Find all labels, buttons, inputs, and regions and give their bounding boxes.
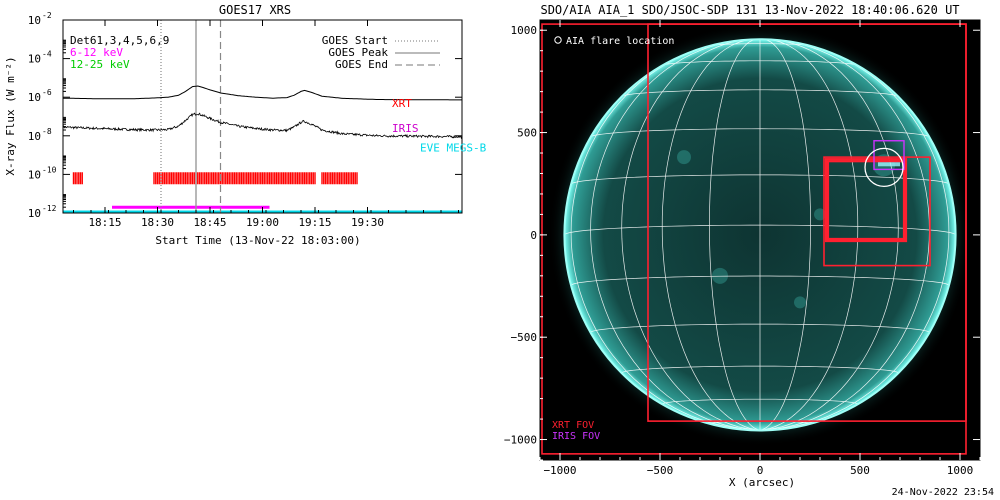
instrument-label: XRT [392,97,412,110]
y-tick-label: 10 [28,14,41,27]
goes-xrs-chart: GOES17 XRS Start Time (13-Nov-22 18:03:0… [4,3,487,247]
aia-solar-image: SDO/AIA AIA_1 SDO/JSOC-SDP 131 13-Nov-20… [504,3,981,489]
y-tick-exponent: -6 [42,88,52,97]
heliographic-grid [564,38,956,431]
longitude-line [759,39,899,431]
x-tick-label: 19:30 [351,216,384,229]
x-axis-label: X (arcsec) [729,476,795,489]
iris-fov-box [873,140,905,171]
plot-area: 18:15 18:30 18:45 19:00 19:15 19:3010-1210-10… [28,11,487,229]
goes-legend-label: GOES Peak [328,46,388,59]
x-tick-label: 0 [757,464,764,477]
fov-legend-entry: IRIS FOV [552,431,600,442]
y-tick-label: 0 [530,229,537,242]
flare-legend-symbol [554,36,562,44]
image-title: SDO/AIA AIA_1 SDO/JSOC-SDP 131 13-Nov-20… [540,3,959,17]
y-tick-exponent: -8 [42,127,52,136]
solar-limb [563,38,957,432]
x-tick-label: 19:00 [246,216,279,229]
generated-timestamp: 24-Nov-2022 23:54 [891,487,994,498]
active-region-glow [814,208,826,221]
y-tick-label: 10 [28,130,41,143]
y-axis-label: X-ray Flux (W m⁻²) [4,56,17,175]
x-tick-label: 18:15 [88,216,121,229]
x-tick-label: 500 [850,464,870,477]
y-tick-exponent: -10 [42,165,57,174]
x-tick-label: 18:45 [193,216,226,229]
xrt-fov-box [647,23,967,422]
y-tick-label: 1000 [511,24,538,37]
xrt-fov-box [823,156,931,267]
active-region-glow [712,267,728,284]
legend-left-entry: Det61,3,4,5,6,9 [70,34,169,47]
x-tick-label: −500 [647,464,674,477]
y-tick-label: −1000 [504,434,537,447]
longitude-line [621,39,761,431]
y-tick-label: 10 [28,168,41,181]
legend-left-entry: 12-25 keV [70,58,130,71]
longitude-line [759,39,859,431]
y-tick-label: 10 [28,91,41,104]
x-tick-label: 19:15 [298,216,331,229]
x-tick-label: −1000 [543,464,576,477]
y-tick-label: 500 [517,127,537,140]
longitude-line [709,38,761,431]
flare-brightening [878,162,900,167]
flare-legend-label: AIA flare location [566,36,674,47]
legend-left-entry: 6-12 keV [70,46,123,59]
light-curve-long [63,85,462,101]
x-axis-label: Start Time (13-Nov-22 18:03:00) [155,234,360,247]
goes-legend-label: GOES End [335,58,388,71]
active-region-glow [794,296,806,309]
longitude-line [759,38,811,431]
chart-title: GOES17 XRS [219,3,291,17]
longitude-line [661,39,761,431]
instrument-label: EVE MEGS-B [420,141,487,154]
active-region-glow [677,150,691,165]
y-tick-exponent: -4 [42,50,52,59]
xrt-fov-box [824,158,908,243]
y-tick-exponent: -12 [42,204,57,213]
x-tick-label: 1000 [947,464,974,477]
y-tick-label: 10 [28,53,41,66]
longitude-line [590,39,761,431]
instrument-label: IRIS [392,122,419,135]
flare-location-circle [864,147,904,187]
goes-legend-label: GOES Start [322,34,388,47]
light-curve-short [62,112,463,140]
x-tick-label: 18:30 [141,216,174,229]
y-tick-label: 10 [28,207,41,220]
fov-legend-entry: XRT FOV [552,420,594,431]
y-tick-exponent: -2 [42,11,52,20]
y-tick-label: −500 [511,331,538,344]
